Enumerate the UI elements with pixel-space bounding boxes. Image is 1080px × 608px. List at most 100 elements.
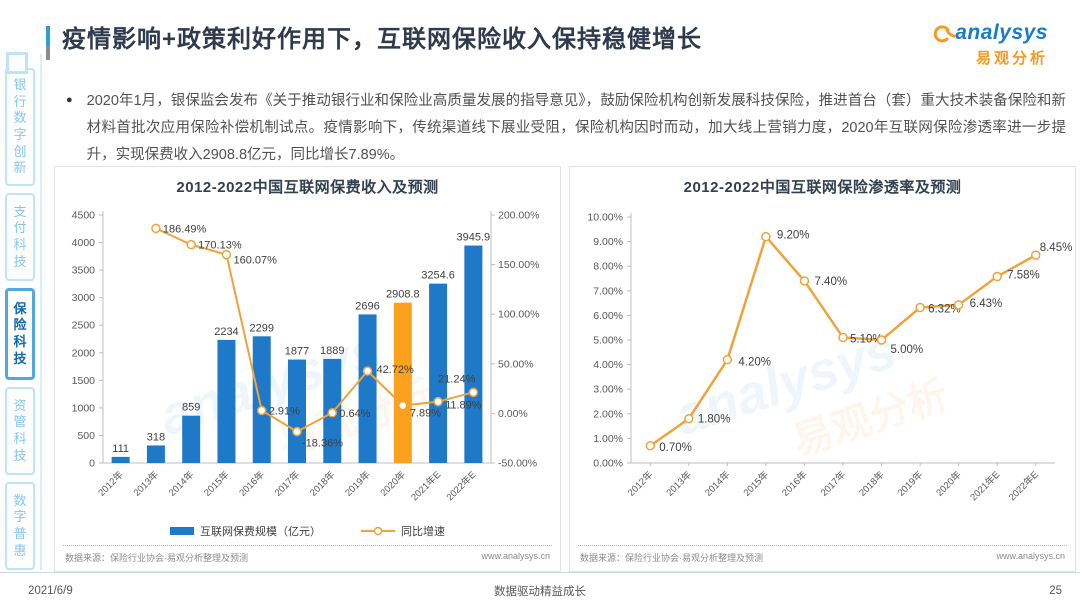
bullet-icon: ● [66, 94, 73, 106]
x-axis-tick: 2021年E [408, 469, 443, 504]
analysys-url: www.analysys.cn [481, 551, 550, 561]
premium-income-chart-panel: 2012-2022中国互联网保费收入及预测 analysys易观分析050010… [54, 166, 561, 572]
charts-row: 2012-2022中国互联网保费收入及预测 analysys易观分析050010… [54, 166, 1076, 572]
panel-divider [63, 545, 552, 546]
line-point [150, 223, 161, 234]
line-value-label: 6.32% [928, 304, 961, 316]
bar-2019年 [358, 314, 377, 463]
y-axis-tick: 3500 [71, 265, 95, 277]
header: 疫情影响+政策利好作用下，互联网保险收入保持稳健增长 analysys 易观分析 [46, 20, 1062, 82]
chart-title-left: 2012-2022中国互联网保费收入及预测 [176, 179, 439, 196]
data-source-label: 数据来源：保险行业协会·易观分析整理及预测 [580, 553, 763, 563]
y2-axis-tick: 0.00% [498, 408, 528, 420]
bar-2021年E [428, 283, 447, 463]
y-axis-tick: 1.00% [593, 433, 623, 445]
line-value-label: 1.80% [697, 414, 730, 426]
line-point [432, 396, 443, 407]
line-value-label: 42.72% [376, 364, 414, 376]
line-point [327, 408, 337, 418]
line-value-label: 6.43% [969, 298, 1002, 310]
x-axis-tick: 2016年 [779, 468, 810, 499]
line-value-label: 186.49% [162, 223, 206, 235]
y2-axis-tick: 150.00% [498, 259, 539, 271]
premium-income-bar-chart: analysys易观分析0500100015002000250030003500… [71, 210, 539, 504]
line-point [722, 354, 732, 365]
sidebar-item-payment-tech[interactable]: 支付科技 [5, 193, 35, 281]
y-axis-tick: 5.00% [593, 335, 623, 347]
bar-value-label: 111 [112, 443, 129, 455]
line-value-label: 21.24% [438, 373, 476, 385]
bar-value-label: 1877 [284, 346, 308, 358]
x-axis-tick: 2012年 [95, 468, 126, 499]
y-axis-tick: 6.00% [593, 310, 623, 322]
y-axis-tick: 2.00% [593, 408, 623, 420]
line-value-label: 160.07% [233, 255, 277, 267]
line-point [291, 426, 302, 437]
y-axis-tick: 2000 [71, 347, 95, 359]
sidebar: 银行数字创新 支付科技 保险科技 资管科技 数字普惠 [0, 52, 42, 570]
y2-axis-tick: 200.00% [498, 210, 539, 222]
y-axis-tick: 4.00% [593, 359, 623, 371]
chart-title-right: 2012-2022中国互联网保险渗透率及预测 [683, 179, 962, 196]
line-point [1030, 250, 1040, 260]
bar-2013年 [146, 445, 165, 463]
bar-2016年 [252, 336, 271, 463]
penetration-rate-line-chart: analysys易观分析0.00%1.00%2.00%3.00%4.00%5.0… [587, 212, 1072, 504]
x-axis-tick: 2022年E [443, 469, 478, 504]
bar-value-label: 2696 [355, 300, 379, 312]
line-value-label: 7.89% [409, 408, 440, 420]
y-axis-tick: 0 [89, 458, 95, 470]
logo-chinese-name: 易观分析 [975, 50, 1048, 67]
y-axis-tick: 9.00% [593, 236, 623, 248]
line-value-label: 8.45% [1039, 242, 1072, 254]
sidebar-item-label: 资管科技 [13, 397, 27, 463]
sidebar-item-asset-mgmt-tech[interactable]: 资管科技 [5, 387, 35, 475]
y-axis-tick: 0.00% [593, 458, 623, 470]
x-axis-tick: 2018年 [856, 468, 887, 499]
line-value-label: 0.70% [659, 442, 692, 454]
line-value-label: 11.89% [445, 400, 482, 412]
x-axis-tick: 2013年 [130, 468, 161, 499]
footer-date: 2021/6/9 [28, 584, 73, 597]
x-axis-tick: 2012年 [625, 468, 656, 499]
line-value-label: 7.40% [814, 276, 847, 288]
sidebar-item-insurance-tech[interactable]: 保险科技 [5, 288, 35, 380]
bar-value-label: 2908.8 [385, 289, 419, 301]
y-axis-tick: 3.00% [593, 384, 623, 396]
sidebar-item-digital-inclusion[interactable]: 数字普惠 [5, 482, 35, 570]
sidebar-item-label: 银行数字创新 [13, 77, 27, 176]
x-axis-tick: 2017年 [817, 468, 848, 499]
logo-wordmark: analysys [955, 21, 1048, 44]
line-point [837, 332, 848, 343]
y-axis-tick: 1000 [71, 402, 95, 414]
bar-2022年E [463, 245, 482, 463]
bar-2020年 [393, 302, 412, 463]
x-axis-tick: 2018年 [307, 468, 338, 499]
bar-2014年 [181, 415, 200, 463]
x-axis-tick: 2022年E [1006, 469, 1041, 504]
bar-value-label: 3945.9 [456, 232, 490, 244]
legend-item-bar: 互联网保费规模（亿元） [170, 523, 321, 539]
footer: 2021/6/9 数据驱动精益成长 25 [0, 572, 1080, 608]
intro-section: ● 2020年1月，银保监会发布《关于推动银行业和保险业高质量发展的指导意见》，… [66, 88, 1066, 168]
line-point [645, 441, 655, 451]
y2-axis-tick: -50.00% [498, 458, 537, 470]
page-number: 25 [1049, 584, 1062, 597]
line-point [799, 276, 809, 286]
legend-label: 互联网保费规模（亿元） [200, 526, 321, 538]
chart-legend: 互联网保费规模（亿元） 同比增速 [55, 519, 560, 543]
x-axis-tick: 2016年 [236, 468, 267, 499]
sidebar-item-bank-digital-innovation[interactable]: 银行数字创新 [5, 68, 35, 186]
line-point [683, 413, 694, 424]
bar-value-label: 318 [146, 431, 164, 443]
bar-value-label: 859 [182, 402, 200, 414]
sidebar-item-label: 保险科技 [13, 300, 27, 366]
line-point [256, 405, 266, 416]
line-point [914, 302, 925, 313]
sidebar-item-label: 数字普惠 [13, 492, 27, 558]
source-row: 数据来源：保险行业协会·易观分析整理及预测 www.analysys.cn [55, 546, 560, 571]
x-axis-tick: 2015年 [740, 468, 771, 499]
legend-bar-swatch-icon [170, 527, 194, 535]
y-axis-tick: 4500 [71, 210, 95, 222]
